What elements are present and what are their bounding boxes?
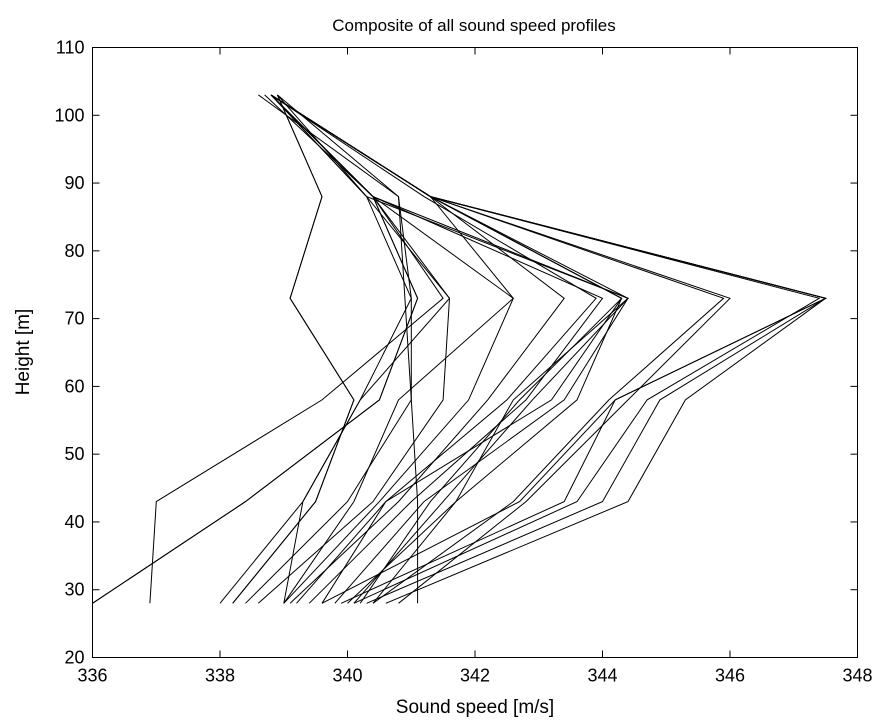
- profile-line-8: [257, 94, 451, 604]
- y-tick-label: 60: [64, 376, 84, 396]
- y-tick-label: 40: [64, 512, 84, 532]
- profile-line-6: [232, 94, 355, 604]
- y-tick-label: 50: [64, 444, 84, 464]
- plot-lines: [92, 94, 828, 604]
- x-tick-label: 340: [332, 666, 362, 686]
- profile-line-27: [270, 94, 827, 604]
- profile-line-20: [270, 94, 629, 604]
- x-tick-label: 344: [587, 666, 617, 686]
- y-tick-label: 90: [64, 173, 84, 193]
- chart-title: Composite of all sound speed profiles: [332, 16, 616, 35]
- y-axis-label: Height [m]: [13, 309, 34, 396]
- x-tick-label: 338: [205, 666, 235, 686]
- profile-line-13: [270, 94, 597, 604]
- y-tick-label: 20: [64, 648, 84, 668]
- y-tick-label: 30: [64, 580, 84, 600]
- y-axis-ticks: 20 30 40 50 60 70 80 90 100 110: [54, 38, 858, 668]
- y-tick-label: 100: [54, 105, 84, 125]
- y-tick-label: 110: [56, 38, 85, 58]
- x-tick-label: 336: [77, 666, 107, 686]
- x-axis-ticks: 336 338 340 342 344 346 348: [77, 47, 873, 686]
- x-tick-label: 346: [715, 666, 745, 686]
- y-tick-label: 70: [64, 309, 84, 329]
- x-tick-label: 342: [460, 666, 490, 686]
- y-tick-label: 80: [64, 241, 84, 261]
- x-axis-label: Sound speed [m/s]: [396, 697, 554, 718]
- profile-line-28: [258, 94, 419, 604]
- profile-line-3: [149, 94, 444, 604]
- profile-line-18: [270, 94, 629, 604]
- profile-line-7: [245, 94, 412, 604]
- x-tick-label: 348: [842, 666, 872, 686]
